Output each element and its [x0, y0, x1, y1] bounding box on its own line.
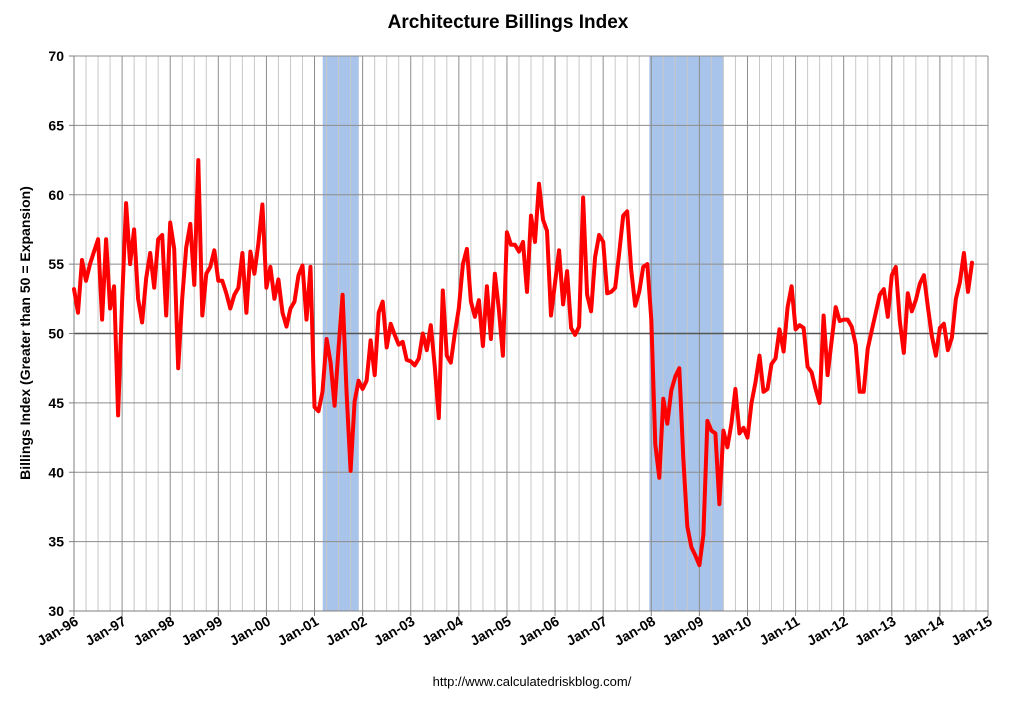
x-tick-label: Jan-98 — [130, 613, 177, 649]
x-tick-label: Jan-15 — [948, 613, 995, 649]
y-tick-label: 65 — [48, 117, 64, 133]
abi-series-line — [72, 158, 974, 568]
x-tick-label: Jan-08 — [612, 613, 659, 649]
y-axis-label: Billings Index (Greater than 50 = Expans… — [17, 186, 33, 480]
x-tick-label: Jan-01 — [275, 613, 322, 649]
y-tick-label: 30 — [48, 603, 64, 619]
x-tick-label: Jan-05 — [467, 613, 514, 649]
x-tick-label: Jan-11 — [757, 613, 803, 649]
x-tick-label: Jan-14 — [900, 613, 947, 649]
gridlines — [73, 55, 989, 612]
x-tick-label: Jan-10 — [708, 613, 755, 649]
y-tick-label: 70 — [48, 48, 64, 64]
x-tick-label: Jan-12 — [804, 613, 851, 649]
axes — [69, 55, 989, 616]
x-tick-label: Jan-09 — [660, 613, 707, 649]
source-url: http://www.calculatedriskblog.com/ — [433, 674, 632, 689]
y-tick-label: 50 — [48, 326, 64, 342]
y-tick-label: 40 — [48, 464, 64, 480]
y-tick-label: 35 — [48, 534, 64, 550]
x-tick-label: Jan-97 — [82, 613, 129, 649]
y-tick-label: 45 — [48, 395, 64, 411]
x-tick-label: Jan-00 — [227, 613, 274, 649]
series-layer — [72, 158, 974, 568]
x-tick-label: Jan-03 — [371, 613, 418, 649]
x-tick-label: Jan-02 — [323, 613, 370, 649]
x-tick-label: Jan-06 — [515, 613, 562, 649]
x-tick-label: Jan-99 — [179, 613, 226, 649]
chart-title: Architecture Billings Index — [388, 12, 629, 33]
x-tick-label: Jan-07 — [563, 613, 610, 649]
y-tick-label: 55 — [48, 256, 64, 272]
x-tick-label: Jan-04 — [419, 613, 466, 649]
y-tick-label: 60 — [48, 187, 64, 203]
x-tick-label: Jan-13 — [852, 613, 899, 649]
